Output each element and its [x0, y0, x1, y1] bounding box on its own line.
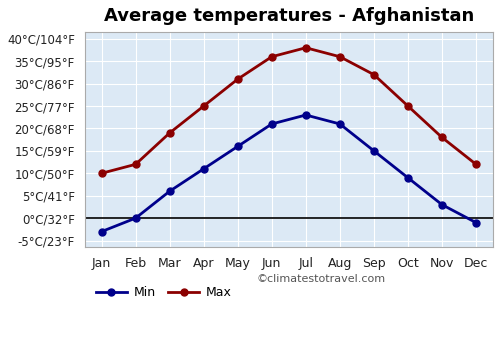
Text: ©climatestotravel.com: ©climatestotravel.com — [256, 274, 385, 284]
Legend: Min, Max: Min, Max — [91, 281, 236, 304]
Title: Average temperatures - Afghanistan: Average temperatures - Afghanistan — [104, 7, 474, 25]
